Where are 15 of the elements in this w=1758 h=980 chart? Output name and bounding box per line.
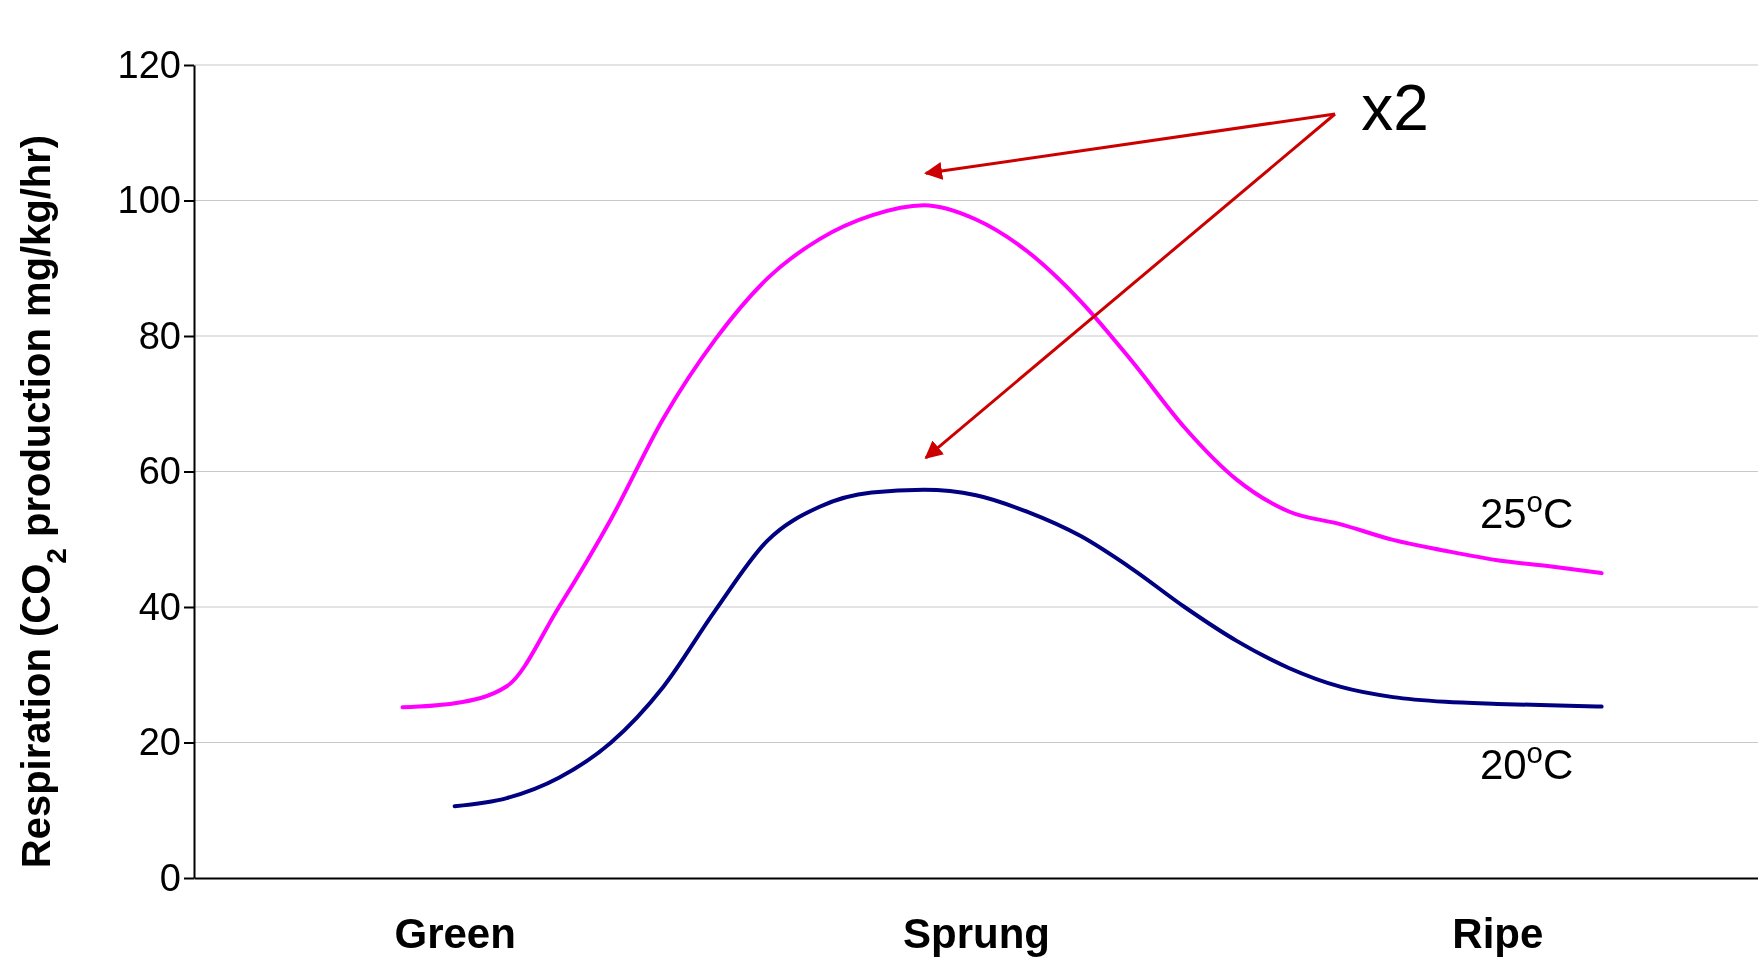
line-series xyxy=(452,487,1604,809)
line-series xyxy=(400,203,1604,710)
y-tick-label: 40 xyxy=(138,585,181,628)
x-tick-label: Ripe xyxy=(1452,909,1544,957)
x-tick-label: Sprung xyxy=(903,909,1050,957)
series-label: 25$^{o}$C xyxy=(1479,484,1574,538)
x-tick-label: Green xyxy=(394,909,516,957)
y-tick-label: 100 xyxy=(117,179,181,222)
y-tick-label: 20 xyxy=(138,721,181,764)
y-tick-label: 0 xyxy=(159,856,181,899)
series-label: 20$^{o}$C xyxy=(1479,735,1574,788)
y-tick-label: 120 xyxy=(117,43,181,86)
y-tick-label: 80 xyxy=(138,314,181,357)
y-tick-label: 60 xyxy=(138,450,181,493)
annotation: x2 xyxy=(1361,72,1429,144)
